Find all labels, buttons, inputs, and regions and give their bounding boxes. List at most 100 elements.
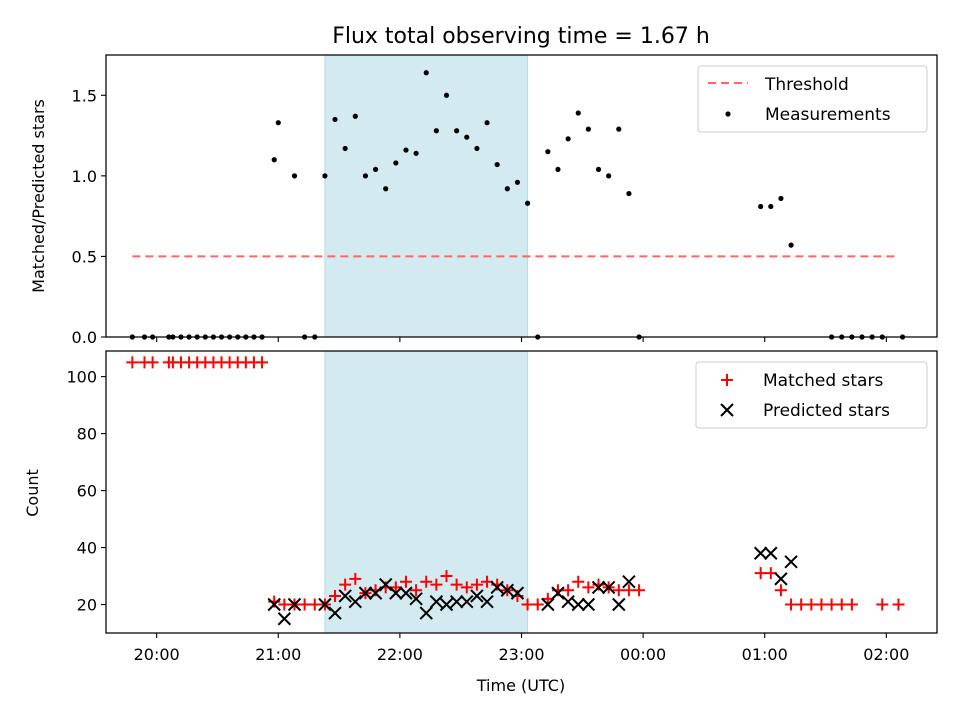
matched-star-point: [256, 356, 269, 369]
measurement-point: [413, 150, 419, 156]
top-y-tick-label: 1.5: [72, 86, 97, 105]
predicted-star-point: [348, 594, 363, 609]
matched-star-point: [612, 584, 625, 597]
measurement-point: [626, 190, 632, 197]
predicted-star-point: [439, 597, 454, 612]
matched-star-point: [633, 584, 646, 597]
matched-star-point: [754, 567, 767, 580]
legend-measurements-label: Measurements: [765, 105, 891, 125]
matched-star-point: [410, 584, 423, 597]
matched-star-point: [399, 575, 412, 588]
legend-predicted-label: Predicted stars: [763, 401, 890, 421]
predicted-star-point: [500, 583, 515, 597]
measurement-point: [555, 166, 561, 173]
predicted-star-point: [753, 546, 768, 560]
measurement-point: [768, 203, 774, 210]
matched-star-point: [146, 356, 159, 369]
top-panel: 0.0 0.5 1.0 1.5 Matched/Predicted stars Thr…: [29, 54, 938, 347]
x-tick-label: 02:00: [863, 645, 909, 664]
bottom-legend-box: [695, 361, 928, 429]
top-y-tick-label: 0.0: [72, 328, 97, 347]
bottom-y-tick-label: 80: [77, 425, 97, 444]
matched-star-point: [835, 598, 848, 611]
predicted-star-point: [784, 555, 798, 569]
measurement-point: [291, 173, 298, 179]
matched-star-point: [531, 598, 544, 611]
measurement-point: [352, 113, 358, 119]
matched-star-point: [440, 570, 453, 583]
matched-star-point: [582, 581, 595, 594]
predicted-star-point: [368, 586, 383, 600]
matched-star-point: [298, 598, 311, 611]
top-y-tick-label: 1.0: [72, 167, 97, 186]
measurement-point: [575, 110, 581, 116]
matched-star-point: [278, 598, 291, 611]
predicted-star-point: [561, 594, 575, 609]
predicted-star-point: [591, 580, 606, 595]
x-tick-label: 00:00: [620, 645, 666, 664]
measurement-point: [322, 173, 328, 179]
matched-star-point: [845, 598, 858, 611]
legend-measurements-swatch: [725, 111, 731, 117]
matched-star-point: [339, 578, 352, 591]
measurement-point: [383, 186, 389, 192]
top-highlight-span: [324, 54, 529, 338]
x-tick-label: 21:00: [255, 645, 301, 664]
predicted-star-point: [449, 594, 464, 609]
x-tick-label: 01:00: [742, 645, 788, 664]
chart-title: Flux total observing time = 1.67 h: [332, 24, 710, 49]
top-legend: Threshold Measurements: [697, 65, 928, 133]
predicted-star-point: [622, 575, 636, 589]
predicted-star-point: [287, 597, 302, 612]
bottom-legend: Matched stars Predicted stars: [695, 361, 928, 429]
measurement-point: [423, 70, 429, 76]
predicted-star-point: [510, 586, 525, 600]
predicted-star-point: [541, 597, 555, 612]
matched-star-point: [572, 575, 585, 588]
predicted-star-point: [358, 586, 373, 600]
matched-star-point: [825, 598, 838, 611]
measurement-point: [464, 134, 470, 140]
legend-matched-label: Matched stars: [763, 371, 883, 391]
predicted-star-point: [277, 612, 292, 626]
x-tick-label: 22:00: [377, 645, 423, 664]
matched-star-point: [815, 598, 828, 611]
top-y-tick-label: 0.5: [72, 247, 97, 266]
measurement-point: [443, 92, 450, 98]
bottom-y-tick-label: 60: [77, 482, 97, 501]
matched-star-point: [876, 598, 889, 611]
top-axes-frame: [105, 54, 938, 338]
x-tick-label: 23:00: [498, 645, 544, 664]
matched-star-point: [805, 598, 818, 611]
measurement-point: [332, 116, 338, 123]
top-y-axis-label: Matched/Predicted stars: [29, 99, 48, 293]
predicted-star-point: [612, 597, 626, 612]
measurement-point: [342, 145, 348, 152]
bottom-y-tick-label: 40: [77, 539, 97, 558]
bottom-axes-frame: [105, 350, 938, 634]
legend-predicted-swatch: [720, 403, 734, 417]
matched-star-point: [622, 584, 635, 597]
measurement-point: [433, 128, 439, 134]
measurement-point: [616, 126, 622, 132]
predicted-star-point: [490, 580, 504, 595]
matched-star-point: [795, 598, 808, 611]
x-axis-label: Time (UTC): [476, 676, 565, 695]
matched-star-point: [562, 584, 575, 597]
legend-threshold-label: Threshold: [764, 75, 849, 95]
matched-star-point: [430, 578, 443, 591]
matched-star-point: [420, 575, 433, 588]
measurement-point: [275, 120, 281, 126]
predicted-star-point: [551, 586, 565, 600]
measurement-point: [362, 173, 369, 179]
bottom-panel: 20:00 21:00 22:00 23:00 00:00 01:00 02:00 20 40 6…: [23, 350, 938, 695]
matched-star-point: [785, 598, 798, 611]
measurement-point: [403, 147, 409, 153]
predicted-star-point: [571, 597, 585, 612]
measurement-point: [484, 120, 490, 126]
measurement-point: [545, 149, 551, 155]
matched-star-point: [349, 572, 362, 585]
measurement-point: [474, 145, 480, 152]
measurement-point: [494, 161, 500, 168]
measurement-point: [606, 173, 612, 179]
